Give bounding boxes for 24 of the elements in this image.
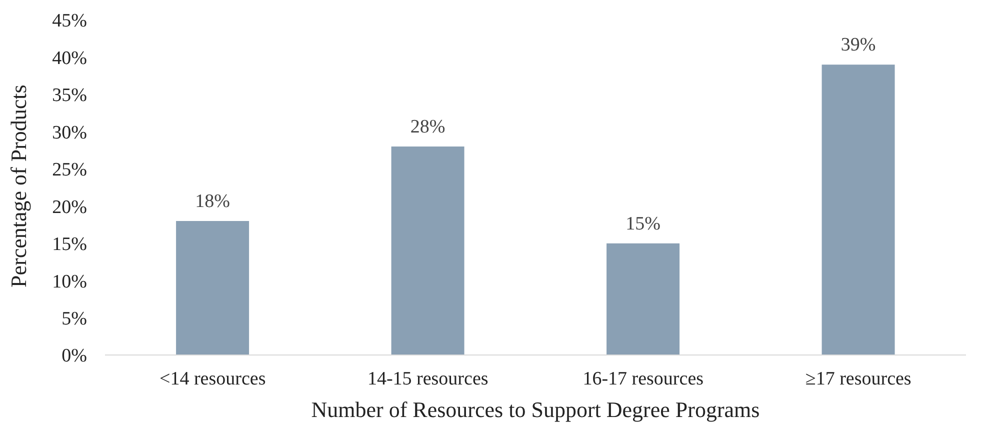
y-tick-label: 10%	[52, 271, 88, 292]
bar	[391, 146, 464, 355]
x-tick-label: 14-15 resources	[367, 368, 488, 390]
y-tick-label: 25%	[52, 160, 88, 181]
y-tick-label: 15%	[52, 234, 88, 256]
x-tick-label: ≥17 resources	[805, 368, 912, 390]
y-tick-label: 20%	[52, 196, 88, 218]
bar	[176, 221, 250, 355]
y-axis-title: Percentage of Products	[6, 84, 31, 288]
y-tick-label: 40%	[52, 48, 88, 69]
bar	[606, 243, 680, 355]
bar	[822, 64, 895, 355]
y-tick-label: 45%	[52, 10, 88, 32]
data-label: 28%	[410, 116, 446, 138]
y-tick-label: 35%	[52, 85, 88, 106]
x-tick-label: 16-17 resources	[582, 368, 704, 390]
y-tick-label: 30%	[52, 122, 88, 144]
x-tick-label: <14 resources	[160, 368, 266, 390]
y-tick-label: 0%	[62, 346, 88, 367]
data-label: 39%	[840, 34, 876, 56]
data-label: 15%	[626, 213, 661, 234]
data-label: 18%	[195, 191, 230, 212]
x-axis-title: Number of Resources to Support Degree Programs	[311, 397, 760, 422]
y-tick-label: 5%	[62, 308, 88, 330]
